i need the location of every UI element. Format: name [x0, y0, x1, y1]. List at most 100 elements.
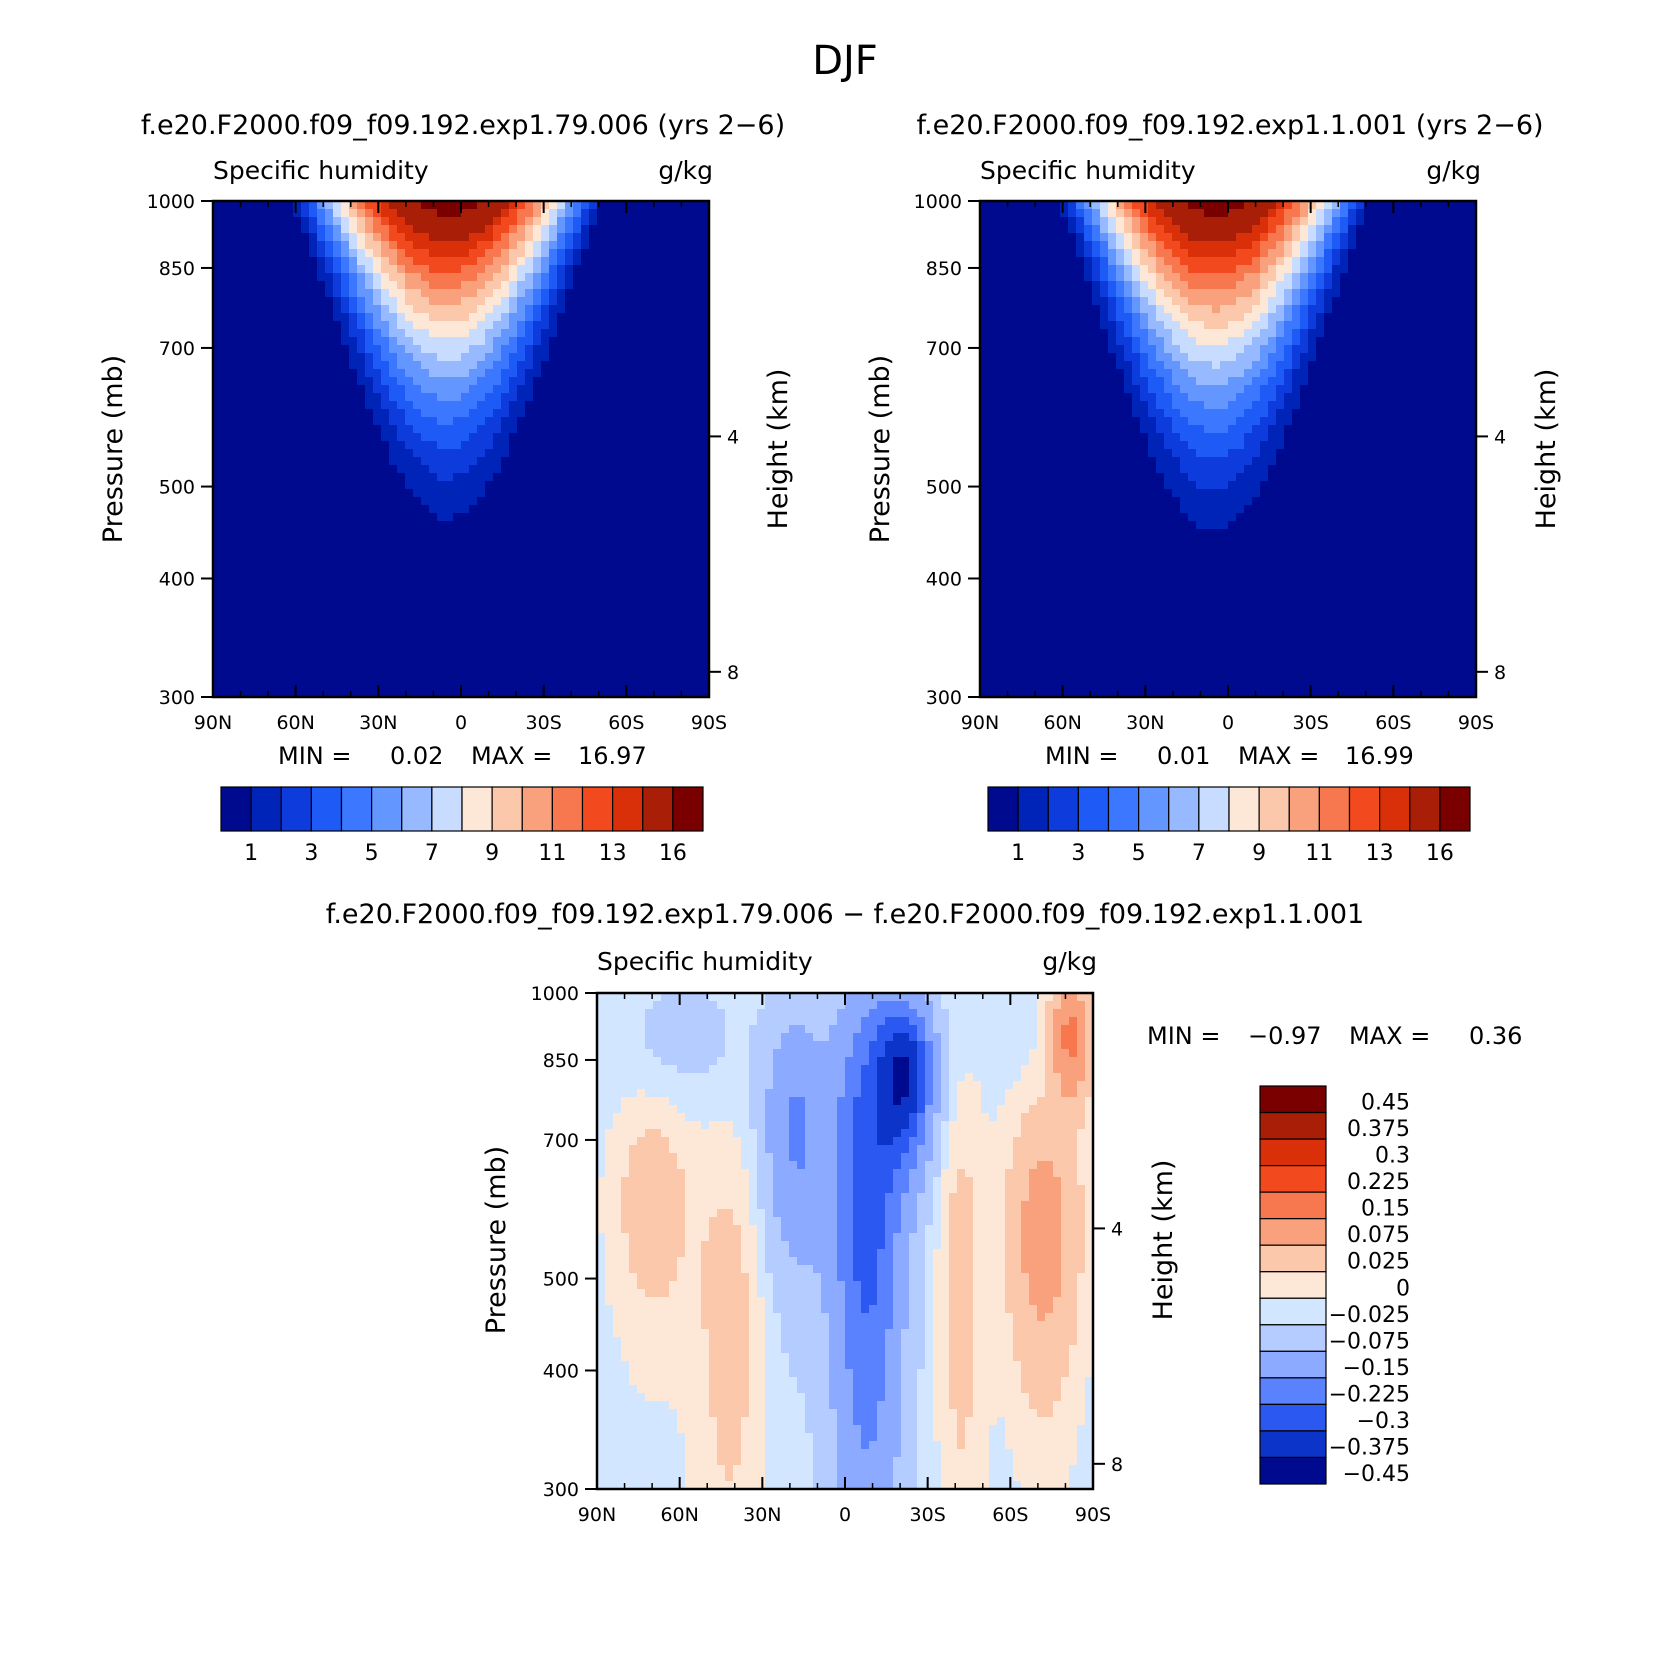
- field-cell: [421, 665, 430, 674]
- field-cell: [693, 369, 702, 378]
- field-cell: [221, 681, 230, 690]
- field-cell: [988, 257, 997, 266]
- field-cell: [277, 553, 286, 562]
- field-cell: [501, 441, 510, 450]
- field-cell: [581, 321, 590, 330]
- field-cell: [1092, 657, 1101, 666]
- field-cell: [557, 425, 566, 434]
- field-cell: [325, 641, 334, 650]
- field-cell: [701, 385, 709, 394]
- field-cell: [605, 489, 614, 498]
- field-cell: [645, 249, 654, 258]
- x-tick-label: 0: [455, 712, 467, 734]
- field-cell: [613, 417, 622, 426]
- field-cell: [549, 329, 558, 338]
- field-cell: [565, 321, 574, 330]
- field-cell: [557, 233, 566, 242]
- field-cell: [253, 465, 262, 474]
- field-cell: [445, 569, 454, 578]
- field-cell: [421, 521, 430, 530]
- field-cell: [1028, 577, 1037, 586]
- field-cell: [613, 369, 622, 378]
- field-cell: [261, 545, 270, 554]
- field-cell: [293, 505, 302, 514]
- field-cell: [1084, 585, 1093, 594]
- field-cell: [1060, 369, 1069, 378]
- field-cell: [677, 265, 686, 274]
- field-cell: [469, 305, 478, 314]
- field-cell: [637, 353, 646, 362]
- field-cell: [229, 409, 238, 418]
- field-cell: [653, 337, 662, 346]
- field-cell: [373, 329, 382, 338]
- field-cell: [1036, 569, 1045, 578]
- field-cell: [573, 673, 582, 682]
- field-cell: [445, 353, 454, 362]
- field-cell: [461, 417, 470, 426]
- field-cell: [701, 609, 709, 618]
- field-cell: [317, 409, 326, 418]
- field-cell: [677, 297, 686, 306]
- field-cell: [988, 497, 997, 506]
- field-cell: [373, 665, 382, 674]
- field-cell: [437, 393, 446, 402]
- field-cell: [605, 257, 614, 266]
- field-cell: [1060, 209, 1069, 218]
- field-cell: [996, 505, 1005, 514]
- field-cell: [693, 417, 702, 426]
- field-cell: [557, 689, 566, 697]
- field-cell: [389, 513, 398, 522]
- field-cell: [493, 433, 502, 442]
- field-cell: [541, 481, 550, 490]
- field-cell: [445, 313, 454, 322]
- field-cell: [237, 345, 246, 354]
- field-cell: [261, 529, 270, 538]
- field-cell: [253, 657, 262, 666]
- field-cell: [988, 673, 997, 682]
- field-cell: [1044, 657, 1053, 666]
- field-cell: [517, 665, 526, 674]
- field-cell: [980, 385, 989, 394]
- field-cell: [685, 209, 694, 218]
- field-cell: [597, 657, 606, 666]
- field-cell: [221, 553, 230, 562]
- field-cell: [317, 537, 326, 546]
- field-cell: [325, 305, 334, 314]
- field-cell: [245, 641, 254, 650]
- field-cell: [1100, 273, 1109, 282]
- field-cell: [1108, 521, 1117, 530]
- field-cell: [1020, 409, 1029, 418]
- field-cell: [573, 649, 582, 658]
- field-cell: [629, 641, 638, 650]
- field-cell: [1028, 385, 1037, 394]
- field-cell: [229, 601, 238, 610]
- field-cell: [541, 489, 550, 498]
- field-cell: [980, 665, 989, 674]
- field-cell: [637, 385, 646, 394]
- field-cell: [501, 233, 510, 242]
- field-cell: [1076, 681, 1085, 690]
- y-axis-right-label: Height (km): [763, 369, 794, 530]
- field-cell: [525, 329, 534, 338]
- field-cell: [357, 441, 366, 450]
- field-cell: [980, 553, 989, 562]
- field-cell: [645, 321, 654, 330]
- field-cell: [621, 305, 630, 314]
- field-cell: [1004, 457, 1013, 466]
- field-cell: [685, 273, 694, 282]
- field-cell: [413, 401, 422, 410]
- field-cell: [333, 649, 342, 658]
- field-cell: [357, 481, 366, 490]
- field-cell: [525, 409, 534, 418]
- field-cell: [349, 225, 358, 234]
- field-cell: [669, 337, 678, 346]
- field-cell: [1060, 313, 1069, 322]
- field-cell: [1028, 241, 1037, 250]
- field-cell: [373, 649, 382, 658]
- field-cell: [661, 353, 670, 362]
- field-cell: [549, 353, 558, 362]
- field-cell: [245, 561, 254, 570]
- field-cell: [429, 617, 438, 626]
- field-cell: [213, 289, 222, 298]
- field-cell: [285, 569, 294, 578]
